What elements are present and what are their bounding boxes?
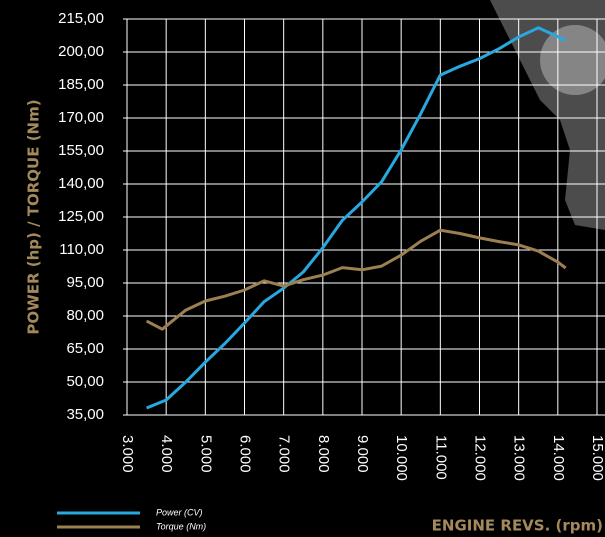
x-tick-label: 8.000 — [315, 435, 332, 473]
series-line — [145, 228, 567, 331]
x-tick-label: 4.000 — [158, 435, 175, 473]
y-tick-label: 140,00 — [58, 175, 104, 192]
y-tick-label: 170,00 — [58, 109, 104, 126]
series-line — [146, 26, 567, 410]
y-axis-title: POWER (hp) / TORQUE (Nm) — [25, 99, 43, 334]
engine-image-part — [540, 25, 605, 95]
legend-label: Torque (Nm) — [156, 521, 206, 531]
x-tick-label: 9.000 — [354, 435, 371, 473]
legend-label: Power (CV) — [156, 507, 203, 517]
x-tick-label: 13.000 — [511, 435, 528, 481]
x-tick-label: 7.000 — [276, 435, 293, 473]
y-tick-label: 80,00 — [66, 307, 104, 324]
y-tick-label: 200,00 — [58, 43, 104, 60]
y-tick-label: 50,00 — [66, 373, 104, 390]
x-tick-label: 6.000 — [237, 435, 254, 473]
y-tick-label: 185,00 — [58, 76, 104, 93]
x-tick-label: 10.000 — [393, 435, 410, 481]
y-tick-label: 65,00 — [66, 340, 104, 357]
y-tick-label: 35,00 — [66, 406, 104, 423]
x-tick-label: 5.000 — [197, 435, 214, 473]
x-tick-label: 14.000 — [550, 435, 567, 481]
y-tick-label: 155,00 — [58, 142, 104, 159]
x-tick-label: 12.000 — [472, 435, 489, 481]
x-tick-label: 15.000 — [589, 435, 605, 481]
x-axis-title: ENGINE REVS. (rpm) — [432, 517, 603, 535]
y-tick-label: 110,00 — [59, 241, 104, 258]
y-tick-label: 95,00 — [66, 274, 104, 291]
x-tick-label: 3.000 — [119, 435, 136, 473]
y-tick-label: 125,00 — [58, 208, 104, 225]
y-tick-label: 215,00 — [58, 10, 104, 27]
x-tick-label: 11.000 — [432, 435, 449, 480]
